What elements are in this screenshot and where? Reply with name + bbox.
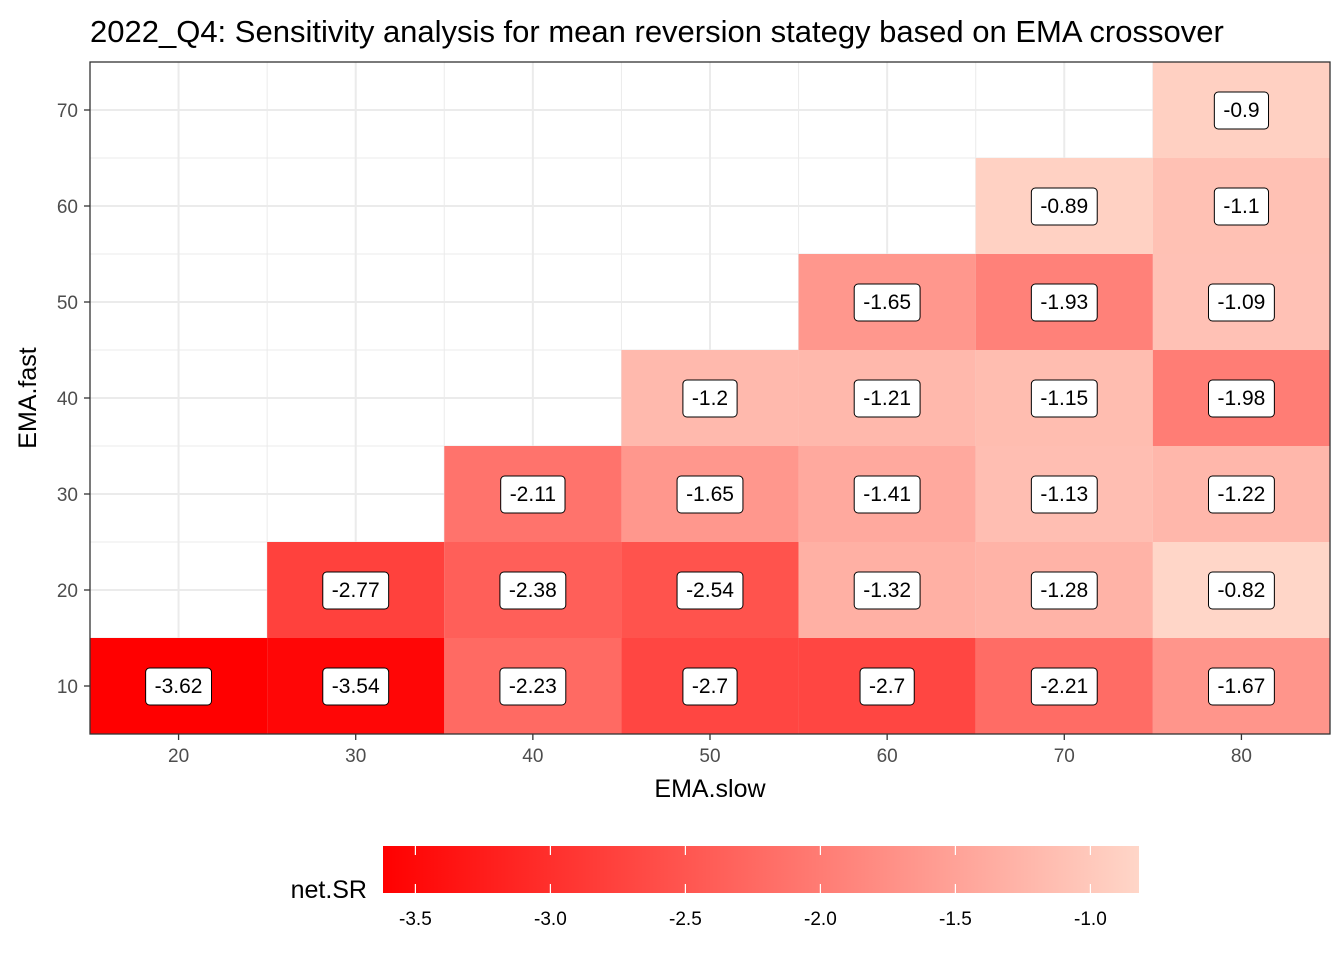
cell-label: -1.93 — [1040, 291, 1088, 314]
cell-label: -1.98 — [1217, 387, 1265, 410]
cell-label-box — [853, 475, 921, 514]
cell-label-box — [499, 667, 567, 706]
cell-label-box — [1030, 187, 1098, 226]
y-tick-label: 70 — [57, 101, 78, 122]
x-tick-label: 60 — [877, 746, 898, 767]
cell-label: -3.62 — [155, 675, 203, 698]
cell-label-box — [676, 571, 744, 610]
legend-tick-label: -2.5 — [669, 909, 702, 930]
panel: -3.62 -3.54 -2.23 -2.7 -2.7 -2.21 -1.67 -2.77 -2… — [89, 61, 1331, 735]
cell-label: -1.15 — [1040, 387, 1088, 410]
cell-label-box — [682, 379, 738, 418]
cell-label-box — [322, 667, 390, 706]
cell-label-box — [499, 571, 567, 610]
x-tick-label: 50 — [699, 746, 720, 767]
cell-label: -3.54 — [332, 675, 380, 698]
legend-tick-label: -1.5 — [939, 909, 972, 930]
x-tick-label: 80 — [1231, 746, 1252, 767]
cell-label: -1.22 — [1217, 483, 1265, 506]
cell-label: -2.23 — [509, 675, 557, 698]
legend-tick-label: -1.0 — [1074, 909, 1107, 930]
cell-label: -1.2 — [692, 387, 728, 410]
cell-label: -2.11 — [510, 483, 556, 506]
cell-label: -1.67 — [1217, 675, 1265, 698]
cell-label-box — [859, 667, 915, 706]
legend-ticks: -3.5 -3.0 -2.5 -2.0 -1.5 -1.0 — [399, 846, 1107, 930]
legend-tick-label: -3.0 — [534, 909, 567, 930]
cell-label-box — [145, 667, 213, 706]
chart-title: 2022_Q4: Sensitivity analysis for mean r… — [90, 14, 1224, 49]
cell-label: -0.82 — [1217, 579, 1265, 602]
heatmap-cells — [90, 62, 1330, 734]
legend-tick-label: -3.5 — [399, 909, 432, 930]
y-tick-label: 10 — [57, 677, 78, 698]
cell-label: -0.89 — [1040, 195, 1088, 218]
cell-label-box — [1030, 571, 1098, 610]
cell-label: -1.1 — [1223, 195, 1259, 218]
legend-title: net.SR — [291, 876, 367, 904]
cell-label-box — [1207, 379, 1275, 418]
cell-label: -1.65 — [863, 291, 911, 314]
legend: net.SR -3.5 -3.0 -2.5 -2.0 -1.5 -1.0 — [291, 846, 1139, 930]
axes: 20 30 40 50 60 70 80 10 20 30 40 50 60 70 — [57, 101, 1252, 767]
cell-label: -1.13 — [1040, 483, 1088, 506]
cell-label: -2.21 — [1040, 675, 1088, 698]
cell-label-box — [853, 283, 921, 322]
y-axis-title: EMA.fast — [14, 347, 42, 448]
cell-label: -2.7 — [692, 675, 728, 698]
y-tick-label: 60 — [57, 197, 78, 218]
cell-label-box — [853, 379, 921, 418]
cell-label-box — [1207, 571, 1275, 610]
cell-label: -2.38 — [509, 579, 557, 602]
cell-label-box — [1207, 283, 1275, 322]
cell-label-box — [1207, 475, 1275, 514]
cell-label-box — [682, 667, 738, 706]
cell-label-box — [1213, 91, 1270, 130]
cell-label: -2.77 — [332, 579, 380, 602]
y-tick-label: 30 — [57, 485, 78, 506]
x-tick-label: 30 — [345, 746, 366, 767]
y-tick-label: 50 — [57, 293, 78, 314]
cell-label-box — [676, 475, 744, 514]
x-tick-label: 70 — [1054, 746, 1075, 767]
cell-label: -1.28 — [1040, 579, 1088, 602]
cell-label: -2.7 — [869, 675, 905, 698]
cell-label-box — [500, 475, 566, 514]
cell-label: -0.9 — [1223, 99, 1259, 122]
cell-label-box — [1213, 187, 1270, 226]
x-tick-label: 40 — [522, 746, 543, 767]
cell-label-box — [1207, 667, 1275, 706]
cell-label: -2.54 — [686, 579, 734, 602]
cell-label: -1.32 — [863, 579, 911, 602]
legend-colorbar — [383, 846, 1139, 893]
x-axis-title: EMA.slow — [654, 775, 766, 803]
cell-label-box — [322, 571, 390, 610]
cell-label: -1.65 — [686, 483, 734, 506]
cell-label-box — [1030, 283, 1098, 322]
cell-label: -1.21 — [863, 387, 911, 410]
x-tick-label: 20 — [168, 746, 189, 767]
cell-label-box — [1030, 667, 1098, 706]
legend-tick-label: -2.0 — [804, 909, 837, 930]
cell-labels: -3.62 -3.54 -2.23 -2.7 -2.7 -2.21 -1.67 -2.77 -2… — [145, 91, 1275, 706]
y-tick-label: 20 — [57, 581, 78, 602]
cell-label: -1.09 — [1217, 291, 1265, 314]
cell-label-box — [853, 571, 921, 610]
y-tick-label: 40 — [57, 389, 78, 410]
cell-label-box — [1030, 475, 1098, 514]
cell-label: -1.41 — [863, 483, 911, 506]
cell-label-box — [1030, 379, 1098, 418]
